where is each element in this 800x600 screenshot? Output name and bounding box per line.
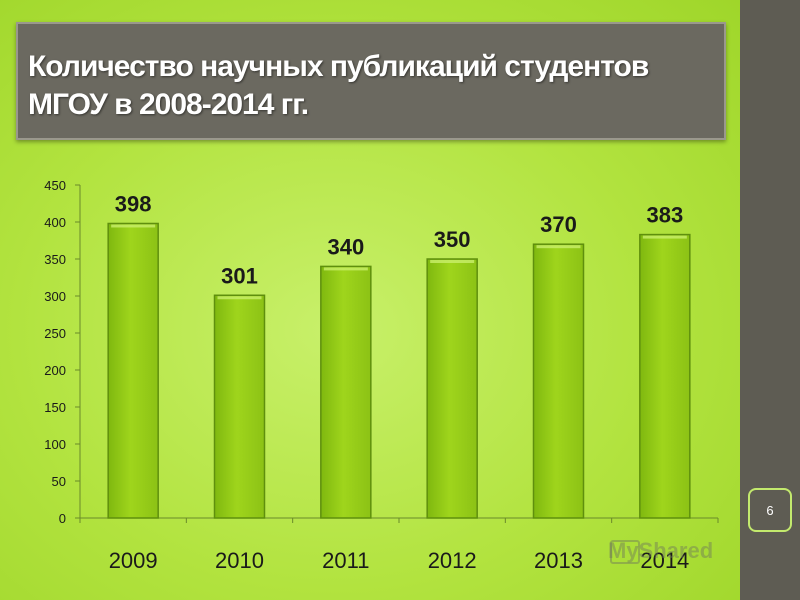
y-tick-label: 200 xyxy=(44,363,66,378)
bar-2010 xyxy=(213,294,266,519)
watermark-text: MyShared xyxy=(608,538,714,563)
y-tick-label: 400 xyxy=(44,215,66,230)
x-category-label: 2010 xyxy=(215,548,264,573)
bar-highlight xyxy=(430,260,475,263)
y-tick-label: 0 xyxy=(59,511,66,526)
y-tick-label: 300 xyxy=(44,289,66,304)
x-category-label: 2009 xyxy=(109,548,158,573)
x-category-label: 2014 xyxy=(640,548,689,573)
y-tick-label: 150 xyxy=(44,400,66,415)
y-tick-label: 250 xyxy=(44,326,66,341)
x-category-label: 2012 xyxy=(428,548,477,573)
bar-highlight xyxy=(217,296,262,300)
data-label: 383 xyxy=(646,203,683,228)
bar-highlight xyxy=(111,224,156,228)
data-label: 370 xyxy=(540,212,577,237)
slide-title: Количество научных публикаций студентов … xyxy=(28,50,649,121)
bar-highlight xyxy=(323,267,368,271)
x-category-label: 2013 xyxy=(534,548,583,573)
watermark-icon xyxy=(610,540,640,564)
bar-2014 xyxy=(639,233,691,519)
bar-highlight xyxy=(642,235,687,239)
y-tick-label: 350 xyxy=(44,252,66,267)
data-label: 398 xyxy=(115,191,152,216)
x-category-label: 2011 xyxy=(322,548,369,573)
bar-2011 xyxy=(320,265,372,519)
bar-2009 xyxy=(107,222,159,519)
title-box: Количество научных публикаций студентов … xyxy=(16,22,726,140)
data-label: 301 xyxy=(221,263,258,288)
bar-2012 xyxy=(426,258,478,519)
data-label: 340 xyxy=(327,234,364,259)
bar-highlight xyxy=(536,245,581,249)
y-tick-label: 450 xyxy=(44,178,66,193)
data-label: 350 xyxy=(434,227,471,252)
bar-2013 xyxy=(532,243,585,519)
y-tick-label: 100 xyxy=(44,437,66,452)
y-tick-label: 50 xyxy=(52,474,66,489)
page-number-badge: 6 xyxy=(748,488,792,532)
